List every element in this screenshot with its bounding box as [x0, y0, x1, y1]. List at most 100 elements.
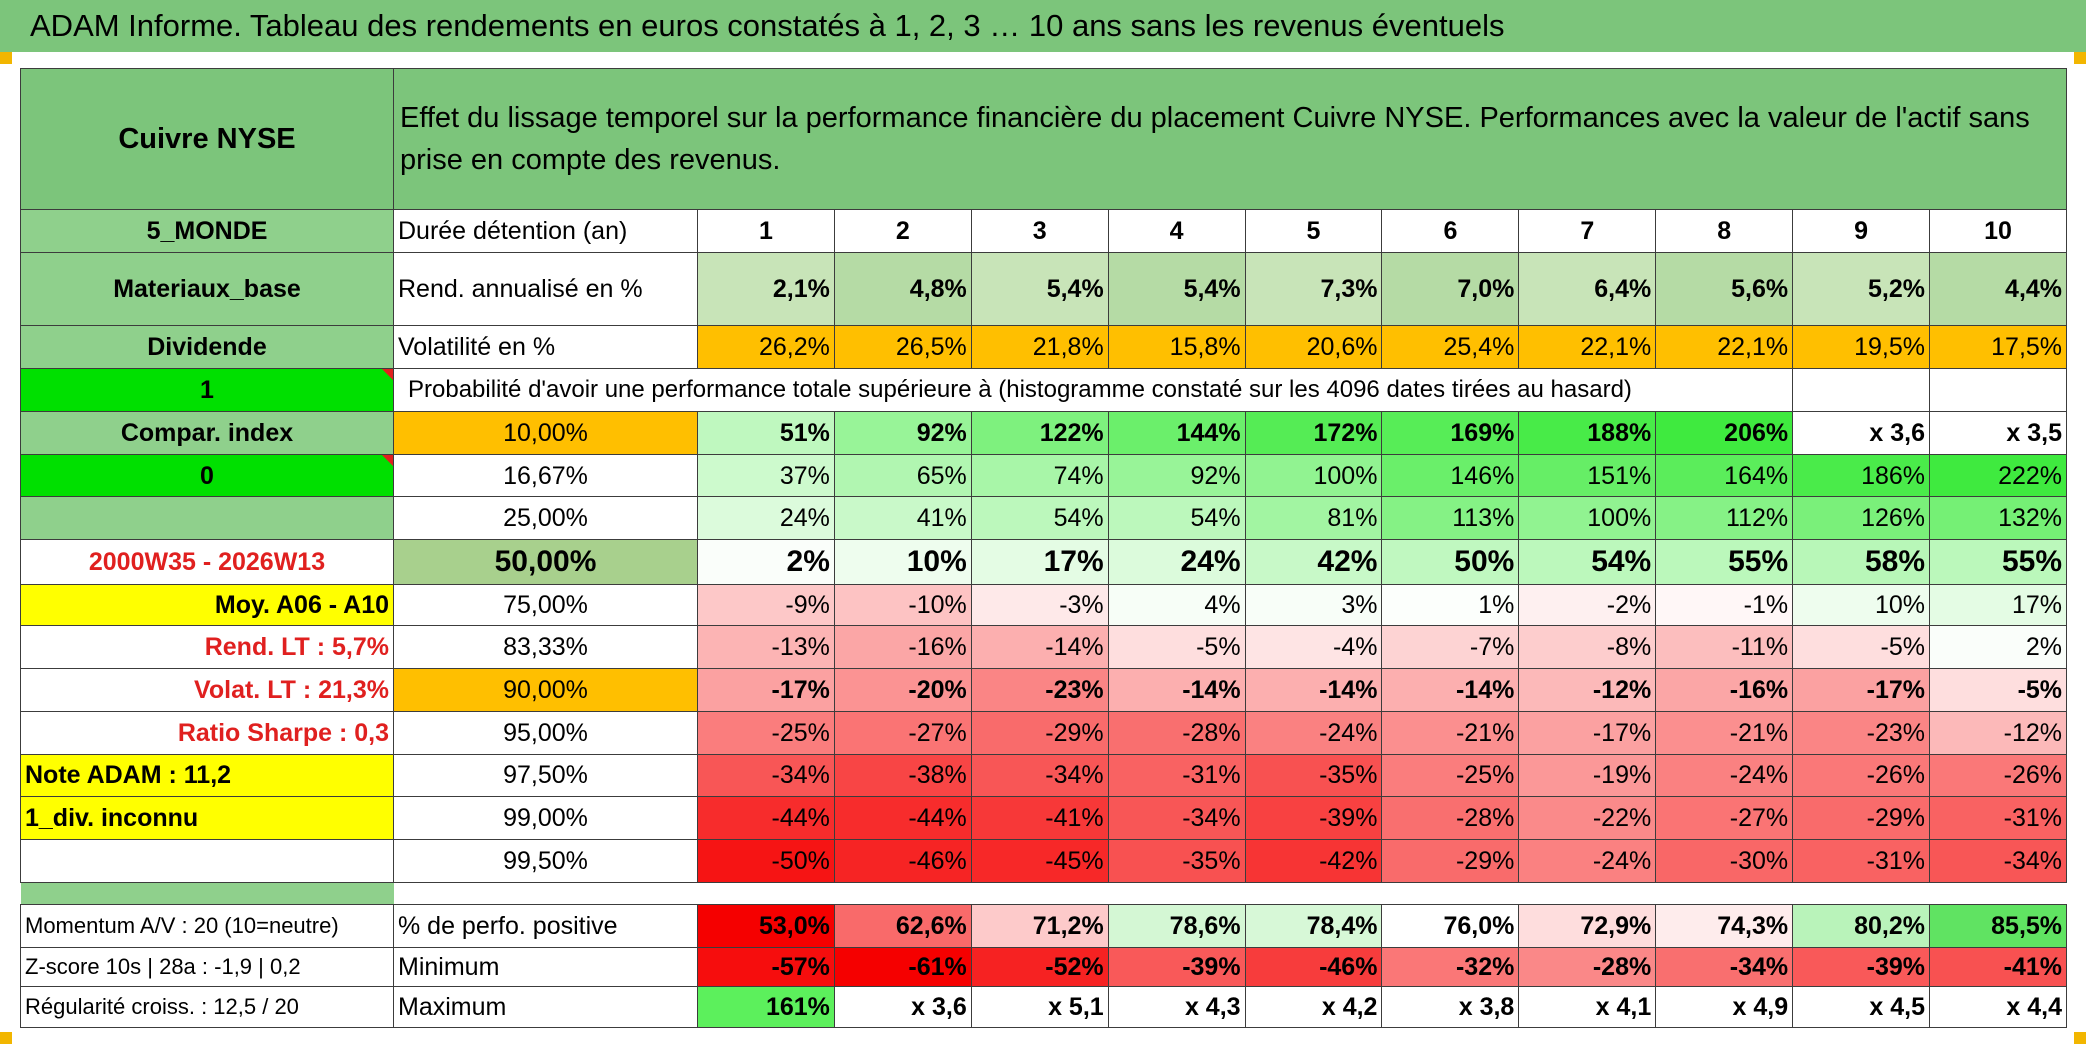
vol-cell: 26,2%	[697, 325, 835, 369]
prob-cell: 169%	[1381, 410, 1520, 455]
prob-cell: 54%	[1107, 496, 1246, 541]
prob-cell: -26%	[1792, 753, 1931, 798]
prob-cell: -16%	[1655, 667, 1794, 712]
corner-marker	[0, 1032, 12, 1044]
blank-cell	[1929, 367, 2068, 412]
positive-cell: 74,3%	[1655, 904, 1794, 949]
vol-cell: 19,5%	[1792, 325, 1931, 369]
prob-cell: 151%	[1518, 453, 1657, 498]
prob-threshold: 10,00%	[393, 410, 698, 455]
rend-cell: 7,3%	[1244, 251, 1383, 327]
rend-cell: 2,1%	[697, 251, 835, 327]
rend-lt-label: Rend. LT : 5,7%	[20, 624, 394, 669]
prob-cell: -14%	[1244, 667, 1383, 712]
prob-cell: -17%	[1518, 710, 1657, 755]
prob-cell: -39%	[1244, 796, 1383, 841]
table-row: Volat. LT : 21,3% 90,00% -17% -20% -23% -14% -…	[20, 667, 2068, 712]
prob-cell: -31%	[1107, 753, 1246, 798]
prob-threshold: 16,67%	[393, 453, 698, 498]
positive-cell: 78,4%	[1244, 904, 1383, 949]
note-adam-label: Note ADAM : 11,2	[20, 753, 394, 798]
prob-cell: 222%	[1929, 453, 2068, 498]
positive-cell: 85,5%	[1929, 904, 2068, 949]
year-header: 2	[833, 208, 972, 253]
prob-cell: -24%	[1655, 753, 1794, 798]
zone-label: 5_MONDE	[20, 208, 394, 253]
blank-label	[20, 839, 394, 884]
prob-cell: 55%	[1929, 539, 2068, 586]
vol-cell: 25,4%	[1381, 325, 1520, 369]
maximum-cell: 161%	[697, 986, 835, 1028]
prob-cell: -30%	[1655, 839, 1794, 884]
vol-cell: 17,5%	[1929, 325, 2068, 369]
compar-index-label: Compar. index	[20, 410, 394, 455]
positive-cell: 78,6%	[1107, 904, 1246, 949]
maximum-cell: x 3,6	[833, 986, 972, 1028]
prob-cell: 54%	[1518, 539, 1657, 586]
positive-cell: 53,0%	[697, 904, 835, 949]
maximum-cell: x 4,9	[1655, 986, 1794, 1028]
prob-cell: 126%	[1792, 496, 1931, 541]
prob-cell: 74%	[970, 453, 1109, 498]
prob-cell: -14%	[1107, 667, 1246, 712]
year-header: 9	[1792, 208, 1931, 253]
year-header: 10	[1929, 208, 2068, 253]
prob-cell: -21%	[1655, 710, 1794, 755]
prob-cell: -27%	[1655, 796, 1794, 841]
rend-cell: 5,4%	[970, 251, 1109, 327]
vol-cell: 26,5%	[833, 325, 972, 369]
blank-label	[20, 496, 394, 541]
maximum-cell: x 5,1	[970, 986, 1109, 1028]
prob-cell: 81%	[1244, 496, 1383, 541]
prob-threshold: 99,50%	[393, 839, 698, 884]
prob-cell: -31%	[1792, 839, 1931, 884]
prob-cell: 41%	[833, 496, 972, 541]
prob-cell: -11%	[1655, 624, 1794, 669]
sector-label: Materiaux_base	[20, 251, 394, 327]
prob-cell: 37%	[697, 453, 835, 498]
corner-marker	[2074, 1032, 2086, 1044]
prob-cell: -31%	[1929, 796, 2068, 841]
prob-cell: -42%	[1244, 839, 1383, 884]
vol-cell: 20,6%	[1244, 325, 1383, 369]
table-row: 2000W35 - 2026W13 50,00% 2% 10% 17% 24% 42% 50%…	[20, 539, 2068, 586]
prob-cell: -23%	[1792, 710, 1931, 755]
prob-cell: -14%	[1381, 667, 1520, 712]
rend-cell: 5,4%	[1107, 251, 1246, 327]
rend-cell: 7,0%	[1381, 251, 1520, 327]
title-bar: ADAM Informe. Tableau des rendements en …	[0, 0, 2086, 54]
prob-cell: -45%	[970, 839, 1109, 884]
corner-marker	[2074, 52, 2086, 64]
rend-cell: 4,8%	[833, 251, 972, 327]
prob-cell: -35%	[1107, 839, 1246, 884]
minimum-cell: -57%	[697, 947, 835, 988]
prob-cell: -34%	[1107, 796, 1246, 841]
prob-threshold: 83,33%	[393, 624, 698, 669]
prob-cell: 100%	[1244, 453, 1383, 498]
positive-cell: 80,2%	[1792, 904, 1931, 949]
prob-cell: 24%	[697, 496, 835, 541]
prob-cell: -41%	[970, 796, 1109, 841]
table-row: Compar. index 10,00% 51% 92% 122% 144% 172% 169…	[20, 410, 2068, 455]
prob-cell: 3%	[1244, 584, 1383, 626]
prob-threshold: 75,00%	[393, 584, 698, 626]
asset-name: Cuivre NYSE	[20, 68, 394, 210]
prob-cell: 17%	[970, 539, 1109, 586]
prob-cell: -38%	[833, 753, 972, 798]
prob-cell: -4%	[1244, 624, 1383, 669]
minimum-cell: -41%	[1929, 947, 2068, 988]
table-row: Dividende Volatilité en % 26,2% 26,5% 21,8% 1…	[20, 325, 2068, 369]
prob-threshold: 99,00%	[393, 796, 698, 841]
prob-cell: 1%	[1381, 584, 1520, 626]
rend-cell: 5,6%	[1655, 251, 1794, 327]
vol-cell: 22,1%	[1655, 325, 1794, 369]
maximum-cell: x 4,2	[1244, 986, 1383, 1028]
prob-cell: -17%	[697, 667, 835, 712]
table-row: 0 16,67% 37% 65% 74% 92% 100% 146% 151% 164% 186% 2…	[20, 453, 2068, 498]
prob-cell: -12%	[1518, 667, 1657, 712]
table-row: Z-score 10s | 28a : -1,9 | 0,2 Minimum -57…	[20, 947, 2068, 988]
prob-cell: -9%	[697, 584, 835, 626]
duration-label: Durée détention (an)	[393, 208, 698, 253]
rend-cell: 4,4%	[1929, 251, 2068, 327]
momentum-label: Momentum A/V : 20 (10=neutre)	[20, 904, 394, 949]
